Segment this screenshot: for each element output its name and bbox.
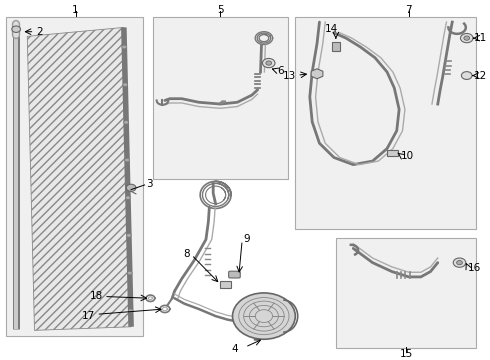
Circle shape — [124, 121, 128, 124]
Bar — [220, 281, 231, 288]
Bar — [6, 17, 143, 336]
Circle shape — [462, 72, 472, 80]
Circle shape — [122, 45, 127, 49]
Text: 4: 4 — [232, 344, 238, 354]
Text: 1: 1 — [72, 5, 79, 15]
Text: 3: 3 — [146, 179, 153, 189]
Bar — [153, 17, 288, 179]
Bar — [332, 42, 340, 51]
Text: 17: 17 — [82, 311, 96, 321]
Polygon shape — [27, 27, 131, 330]
Circle shape — [124, 158, 129, 162]
Circle shape — [12, 26, 21, 32]
Circle shape — [123, 83, 128, 86]
Text: 11: 11 — [474, 33, 487, 43]
Bar — [336, 238, 476, 348]
Text: 10: 10 — [401, 151, 414, 161]
Circle shape — [127, 271, 132, 275]
Circle shape — [128, 309, 133, 312]
Circle shape — [125, 196, 130, 199]
Circle shape — [464, 36, 469, 40]
Text: 14: 14 — [325, 24, 338, 34]
Text: 16: 16 — [468, 263, 482, 273]
Circle shape — [233, 293, 295, 339]
Text: 18: 18 — [90, 291, 103, 301]
Circle shape — [461, 33, 473, 43]
Circle shape — [126, 184, 136, 192]
Text: 2: 2 — [36, 27, 43, 37]
Bar — [295, 17, 476, 229]
Text: 5: 5 — [217, 5, 224, 15]
Circle shape — [457, 261, 463, 265]
Text: 15: 15 — [400, 348, 413, 359]
Circle shape — [263, 58, 275, 68]
FancyBboxPatch shape — [229, 271, 240, 278]
Text: 9: 9 — [243, 234, 250, 244]
Bar — [387, 150, 398, 156]
Circle shape — [453, 258, 466, 267]
Text: 8: 8 — [183, 249, 190, 259]
Text: 6: 6 — [277, 66, 284, 76]
Text: 13: 13 — [283, 71, 296, 81]
Circle shape — [126, 234, 131, 237]
Text: 7: 7 — [406, 5, 412, 15]
Circle shape — [266, 61, 271, 65]
Text: 12: 12 — [474, 71, 487, 81]
